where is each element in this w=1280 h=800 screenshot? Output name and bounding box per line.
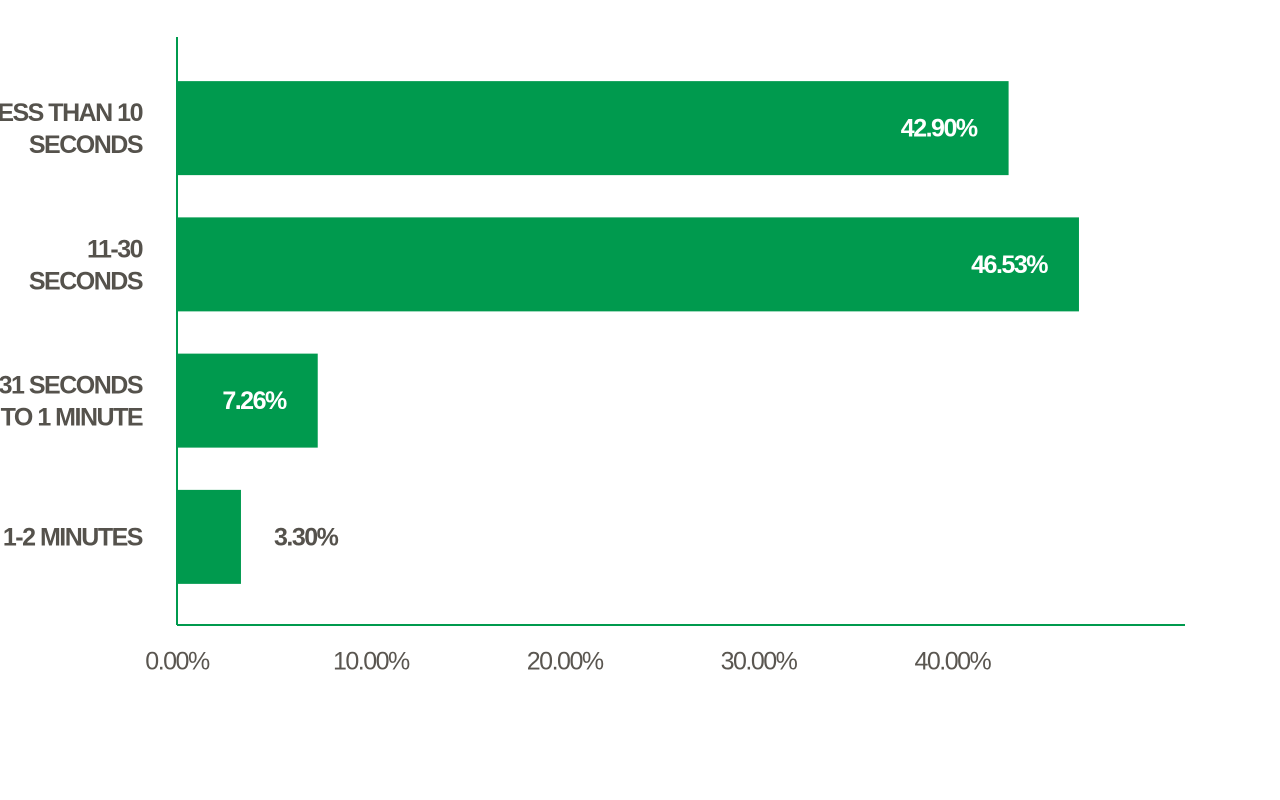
x-tick-label: 40.00% (914, 648, 991, 676)
bar (177, 81, 1009, 176)
value-label: 7.26% (222, 387, 287, 415)
value-label: 46.53% (971, 251, 1048, 279)
bar (177, 217, 1079, 312)
bar (177, 353, 318, 448)
x-tick-label: 30.00% (721, 648, 798, 676)
bar (177, 489, 241, 584)
category-label: 31 SECONDS TO 1 MINUTE (0, 371, 143, 431)
value-label: 3.30% (274, 523, 339, 551)
value-label: 42.90% (901, 115, 978, 143)
category-label: 11-30 SECONDS (29, 235, 143, 295)
x-tick-label: 10.00% (333, 648, 410, 676)
x-tick-label: 0.00% (145, 648, 210, 676)
x-tick-label: 20.00% (527, 648, 604, 676)
category-label: 1-2 MINUTES (3, 523, 143, 551)
